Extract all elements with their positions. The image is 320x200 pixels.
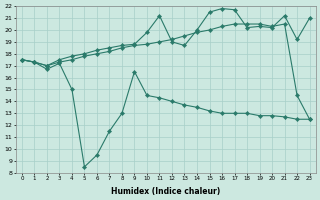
X-axis label: Humidex (Indice chaleur): Humidex (Indice chaleur) <box>111 187 220 196</box>
